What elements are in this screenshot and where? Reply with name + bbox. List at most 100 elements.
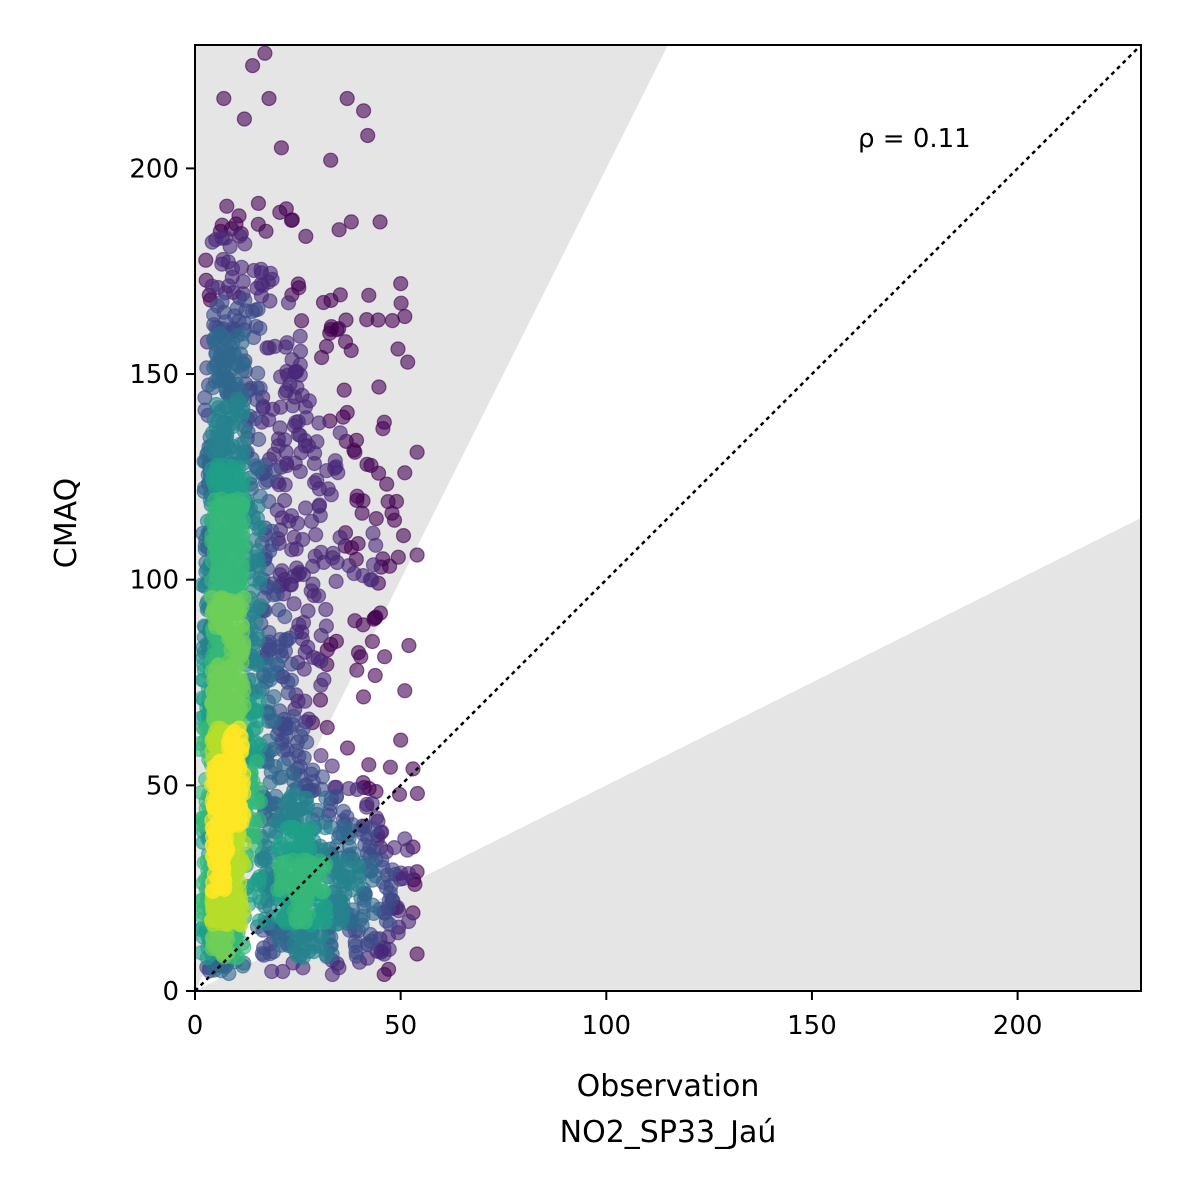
plot-frame <box>194 44 1142 992</box>
scatter-point <box>274 563 290 579</box>
scatter-point <box>235 524 251 541</box>
scatter-point <box>227 814 244 830</box>
scatter-point <box>376 966 392 983</box>
scatter-point <box>356 103 372 119</box>
scatter-point <box>301 393 317 409</box>
scatter-point <box>314 349 330 366</box>
scatter-point <box>335 895 351 911</box>
scatter-point <box>302 821 318 837</box>
scatter-point <box>390 341 406 357</box>
scatter-point <box>290 693 306 709</box>
scatter-point <box>250 195 266 211</box>
scatter-point <box>361 287 377 303</box>
scatter-point <box>235 624 251 640</box>
scatter-point <box>205 380 221 396</box>
scatter-point <box>273 140 289 156</box>
scatter-point <box>384 313 400 329</box>
scatter-point <box>292 463 308 480</box>
scatter-point <box>344 882 361 898</box>
scatter-point <box>332 529 348 546</box>
scatter-point <box>329 554 345 571</box>
scatter-point <box>286 903 302 919</box>
scatter-point <box>220 465 236 481</box>
scatter-point <box>298 410 314 426</box>
scatter-point <box>395 527 412 544</box>
scatter-point <box>218 436 234 452</box>
scatter-point <box>328 573 344 590</box>
scatter-point <box>220 333 236 349</box>
scatter-point <box>391 786 408 803</box>
scatter-point <box>281 720 297 736</box>
scatter-point <box>309 472 325 488</box>
scatter-point <box>283 212 300 228</box>
scatter-point <box>230 691 246 707</box>
scatter-point <box>222 238 238 255</box>
scatter-point <box>262 641 278 658</box>
scatter-point <box>235 326 251 342</box>
scatter-point <box>211 400 227 416</box>
scatter-point <box>249 280 265 296</box>
scatter-point <box>313 747 329 764</box>
scatter-point <box>214 833 230 850</box>
scatter-point <box>335 409 351 425</box>
scatter-point <box>378 913 394 929</box>
scatter-point <box>210 559 226 576</box>
scatter-point <box>284 542 300 558</box>
scatter-point <box>235 404 251 420</box>
y-tick-label: 150 <box>129 360 179 390</box>
scatter-point <box>384 862 400 878</box>
scatter-point <box>310 651 326 667</box>
scatter-point <box>363 933 379 949</box>
x-tick-label: 0 <box>187 1011 204 1041</box>
scatter-point <box>311 498 327 514</box>
scatter-point <box>205 473 221 489</box>
scatter-point <box>277 492 293 509</box>
scatter-point <box>257 45 273 61</box>
scatter-point <box>393 732 409 748</box>
scatter-point <box>361 757 377 773</box>
scatter-point <box>319 463 335 479</box>
scatter-point <box>376 414 392 430</box>
scatter-point <box>364 572 380 588</box>
scatter-point <box>247 828 263 844</box>
y-tick-label: 0 <box>162 977 179 1007</box>
y-axis-label: CMAQ <box>49 478 84 568</box>
scatter-point <box>277 608 293 625</box>
scatter-point <box>349 662 365 678</box>
scatter-point <box>409 444 425 460</box>
scatter-point <box>370 312 386 328</box>
scatter-point <box>280 674 296 690</box>
scatter-point <box>272 204 288 220</box>
y-tick-label: 50 <box>146 771 179 801</box>
scatter-point <box>397 683 413 699</box>
scatter-point <box>286 418 302 434</box>
scatter-point <box>365 525 381 541</box>
scatter-point <box>363 457 379 473</box>
scatter-point <box>286 773 302 789</box>
scatter-point <box>261 90 277 107</box>
scatter-point <box>318 618 334 634</box>
scatter-point <box>331 222 347 238</box>
scatter-point <box>266 689 282 705</box>
scatter-point <box>343 214 359 230</box>
scatter-point <box>204 278 220 294</box>
scatter-point <box>207 797 223 814</box>
scatter-point <box>226 376 243 392</box>
scatter-point <box>293 947 309 963</box>
scatter-point <box>349 492 365 508</box>
scatter-point <box>315 884 331 900</box>
scatter-point <box>283 656 300 672</box>
y-tick-label: 100 <box>129 566 179 596</box>
y-axis-ticks: 0 50 100 150 200 <box>129 154 195 1007</box>
scatter-point <box>381 941 397 958</box>
scatter-point <box>393 295 409 311</box>
scatter-point <box>405 761 421 777</box>
scatter-point <box>198 252 214 268</box>
scatter-point <box>216 881 232 898</box>
scatter-point <box>229 704 245 721</box>
scatter-point <box>323 636 339 653</box>
scatter-point <box>250 631 266 647</box>
x-tick-label: 50 <box>384 1011 417 1041</box>
scatter-point <box>299 798 316 814</box>
